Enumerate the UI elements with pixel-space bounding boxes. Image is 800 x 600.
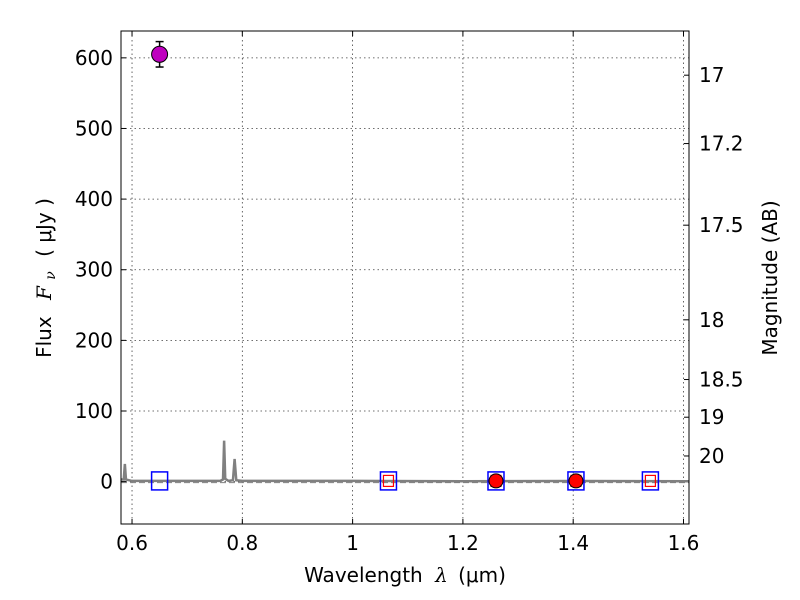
filter-box-marker bbox=[379, 471, 398, 491]
filter-box-marker bbox=[641, 471, 660, 491]
y-tick-label: 400 bbox=[75, 187, 113, 211]
mag-tick-label: 17 bbox=[699, 63, 724, 87]
plot-frame bbox=[120, 30, 690, 525]
mag-tick-label: 18 bbox=[699, 308, 724, 332]
y-axis-label: Flux F ν ( μJy ) bbox=[32, 198, 60, 358]
series-layer bbox=[121, 40, 690, 491]
x-tick-label: 0.8 bbox=[226, 531, 258, 555]
model-photometry-marker bbox=[382, 474, 395, 488]
x-tick-label: 1.4 bbox=[557, 531, 589, 555]
observed-point bbox=[488, 473, 504, 489]
grid bbox=[121, 31, 689, 524]
x-tick-label: 0.6 bbox=[116, 531, 148, 555]
ticks-layer: 0.6 0.8 1 1.2 1.4 1.6 0 100 200 300 400 500 600 17 17.… bbox=[75, 31, 744, 555]
filter-box-marker bbox=[567, 471, 585, 491]
filter-box-marker bbox=[487, 471, 505, 491]
detection-point bbox=[151, 45, 169, 63]
y-tick-label: 200 bbox=[75, 328, 113, 352]
filter-box-marker bbox=[150, 471, 169, 491]
x-tick-label: 1.2 bbox=[447, 531, 479, 555]
x-axis-label: Wavelength λ (μm) bbox=[304, 563, 506, 587]
model-spectrum-line bbox=[121, 440, 690, 483]
y-tick-label: 500 bbox=[75, 116, 113, 140]
y-tick-label: 300 bbox=[75, 258, 113, 282]
mag-tick-label: 17.5 bbox=[699, 213, 744, 237]
mag-tick-label: 19 bbox=[699, 405, 724, 429]
observed-point bbox=[568, 473, 584, 489]
mag-tick-label: 17.2 bbox=[699, 132, 744, 156]
model-photometry-marker bbox=[644, 474, 656, 488]
x-tick-label: 1 bbox=[346, 531, 359, 555]
mag-tick-label: 20 bbox=[699, 444, 724, 468]
mag-tick-label: 18.5 bbox=[699, 368, 744, 392]
y-tick-label: 100 bbox=[75, 399, 113, 423]
y-tick-label: 600 bbox=[75, 46, 113, 70]
x-tick-label: 1.6 bbox=[668, 531, 700, 555]
y-tick-label: 0 bbox=[100, 470, 113, 494]
y2-axis-label: Magnitude (AB) bbox=[758, 200, 782, 355]
